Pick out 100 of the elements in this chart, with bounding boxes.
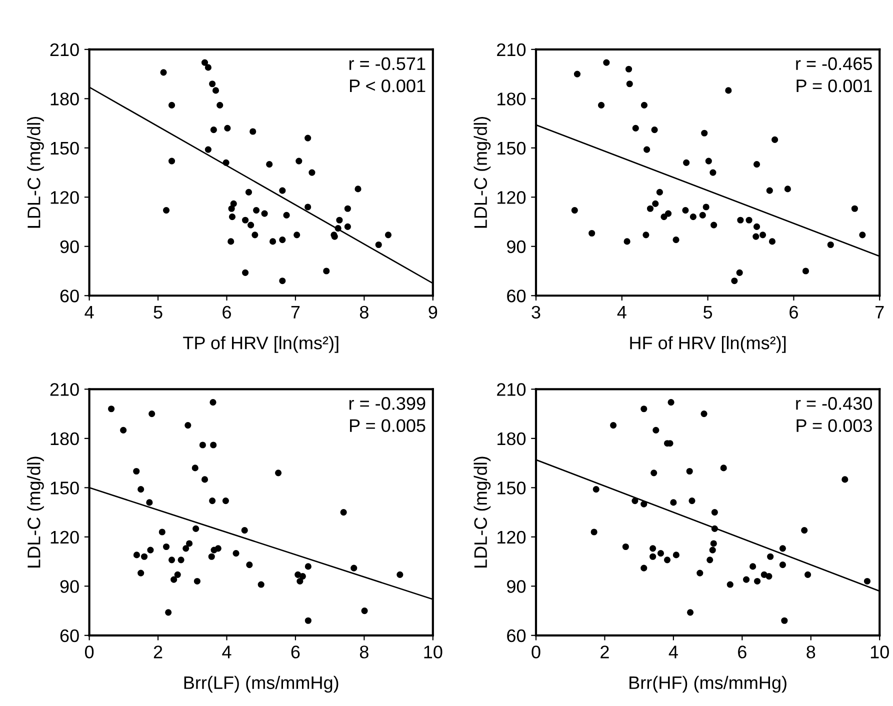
y-tick-label: 120 [50, 191, 79, 204]
point [210, 126, 217, 134]
y-axis-title: LDL-C (mg/dl) [27, 116, 44, 228]
point [304, 563, 312, 570]
y-axis-title: LDL-C (mg/dl) [474, 456, 491, 568]
point [216, 102, 224, 109]
point [683, 159, 690, 166]
x-tick-label: 2 [154, 646, 162, 658]
x-tick-label: 10 [870, 646, 889, 658]
point [168, 102, 176, 109]
point [632, 498, 638, 504]
point [138, 486, 144, 493]
point [168, 556, 176, 564]
point [670, 499, 677, 506]
point [682, 206, 689, 214]
point [711, 525, 718, 532]
point [622, 543, 629, 550]
y-tick-label: 210 [497, 43, 526, 56]
point [294, 571, 302, 578]
point [252, 232, 258, 238]
point [700, 410, 708, 418]
point [192, 525, 200, 532]
x-tick-label: 4 [222, 646, 232, 658]
x-tick-label: 10 [424, 646, 442, 658]
point [640, 406, 648, 412]
point [212, 87, 220, 94]
y-axis-title: LDL-C (mg/dl) [474, 116, 491, 228]
point [192, 464, 198, 472]
y-tick-label: 180 [50, 92, 79, 106]
point [201, 59, 208, 66]
point [279, 187, 286, 194]
y-tick-label: 60 [507, 629, 526, 642]
point [344, 223, 351, 230]
point [108, 406, 115, 412]
point [625, 66, 632, 72]
point [750, 563, 756, 570]
annotation: P = 0.005 [350, 419, 426, 432]
point [304, 204, 312, 210]
point [753, 161, 760, 168]
point [610, 422, 617, 429]
x-tick-label: 4 [84, 306, 94, 318]
point [242, 216, 249, 224]
annotation: P = 0.001 [796, 79, 872, 92]
point [672, 236, 680, 244]
point [245, 188, 252, 196]
point [384, 232, 392, 238]
point [174, 571, 181, 578]
x-tick-label: 3 [532, 306, 540, 319]
annotation: r = -0.465 [796, 57, 872, 70]
point [228, 214, 236, 220]
point [590, 528, 598, 536]
point [725, 87, 732, 94]
point [688, 498, 696, 504]
x-tick-label: 8 [806, 646, 816, 658]
point [736, 269, 743, 276]
y-tick-label: 150 [50, 142, 79, 155]
point [344, 205, 351, 212]
point [250, 128, 256, 135]
point [209, 498, 216, 504]
point [827, 241, 834, 248]
point [146, 499, 153, 506]
point [646, 205, 654, 212]
y-tick-label: 120 [498, 191, 526, 204]
annotation: r = -0.430 [796, 397, 872, 410]
x-tick-label: 4 [668, 646, 678, 658]
point [701, 130, 708, 136]
point [294, 232, 300, 238]
point [304, 617, 312, 624]
point [186, 540, 193, 547]
point [170, 576, 178, 583]
point [650, 470, 658, 476]
point [248, 222, 254, 228]
point [720, 464, 727, 472]
x-axis-title: TP of HRV [ln(ms²)] [183, 336, 338, 353]
point [296, 158, 302, 164]
y-axis-title: LDL-C (mg/dl) [27, 456, 44, 568]
y-tick-label: 120 [498, 530, 526, 544]
point [752, 233, 760, 240]
point [232, 550, 240, 557]
point [652, 200, 659, 208]
point [851, 205, 858, 212]
annotation: P < 0.001 [350, 79, 426, 92]
point [801, 527, 808, 534]
x-tick-label: 7 [291, 306, 300, 318]
x-tick-label: 9 [428, 306, 438, 319]
point [375, 241, 382, 248]
y-tick-label: 210 [50, 383, 79, 396]
point [706, 556, 714, 564]
point [746, 216, 752, 224]
point [334, 225, 342, 232]
point [742, 576, 750, 583]
point [664, 556, 671, 564]
x-tick-label: 7 [876, 306, 884, 318]
point [768, 238, 776, 245]
y-tick-label: 90 [60, 580, 79, 593]
point [222, 159, 230, 166]
y-tick-label: 120 [50, 530, 79, 544]
point [120, 426, 127, 434]
point [737, 216, 744, 224]
point [644, 146, 650, 153]
